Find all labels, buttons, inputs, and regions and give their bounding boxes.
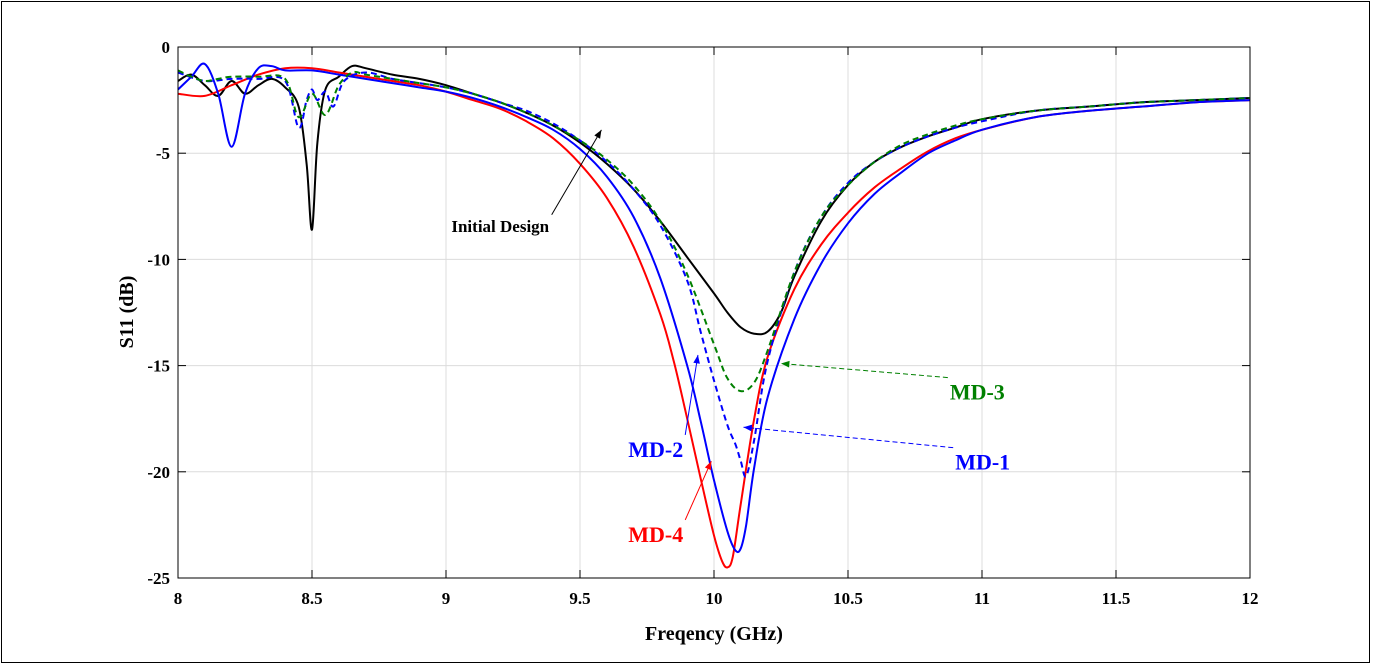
x-tick-label: 10.5	[833, 589, 863, 608]
series-line-md-3	[177, 69, 1251, 393]
x-tick-label: 11	[974, 589, 990, 608]
y-tick-label: -10	[147, 250, 170, 269]
annotation-arrowhead	[704, 461, 712, 471]
annotation-arrow-line	[684, 354, 699, 436]
grid-lines	[178, 47, 1250, 578]
series-line-initial-design	[177, 64, 1251, 336]
x-tick-label: 10	[706, 589, 723, 608]
axis-ticks: 8 8.5 9 9.5 10 10.5 11 11.5 12 0 -5 -10 -15 -20 -25	[147, 38, 1258, 608]
series-line-md-2	[177, 62, 1251, 554]
x-tick-label: 11.5	[1102, 589, 1131, 608]
x-tick-label: 8.5	[301, 589, 322, 608]
annotation-arrow-line	[780, 362, 948, 379]
annotation-md-3: MD-3	[950, 380, 1005, 405]
annotation-arrowhead	[693, 354, 700, 364]
x-axis-label: Freqency (GHz)	[645, 623, 783, 645]
annotations: Initial Design MD-3 MD-2 MD-1 MD-4	[451, 129, 1010, 547]
annotation-arrow-line	[684, 460, 712, 521]
y-tick-label: 0	[162, 38, 171, 57]
series-line-md-1	[177, 71, 1251, 478]
annotation-arrow-line	[551, 129, 602, 216]
annotation-arrowhead	[594, 129, 602, 139]
x-tick-label: 9	[442, 589, 451, 608]
y-tick-label: -15	[147, 357, 170, 376]
x-tick-label: 12	[1242, 589, 1259, 608]
y-tick-label: -25	[147, 569, 170, 588]
annotation-arrowhead	[743, 424, 753, 432]
series-line-md-4	[177, 66, 1251, 569]
annotation-md-4: MD-4	[628, 522, 683, 547]
y-tick-label: -20	[147, 463, 170, 482]
x-tick-label: 9.5	[569, 589, 590, 608]
annotation-initial-design: Initial Design	[451, 217, 549, 236]
annotation-arrow-line	[743, 426, 954, 449]
y-axis-label: S11 (dB)	[116, 276, 138, 349]
annotation-md-1: MD-1	[955, 450, 1010, 475]
data-series	[177, 62, 1251, 569]
annotation-md-2: MD-2	[628, 437, 683, 462]
annotation-arrowhead	[781, 360, 790, 368]
y-tick-label: -5	[156, 144, 170, 163]
x-tick-label: 8	[174, 589, 183, 608]
